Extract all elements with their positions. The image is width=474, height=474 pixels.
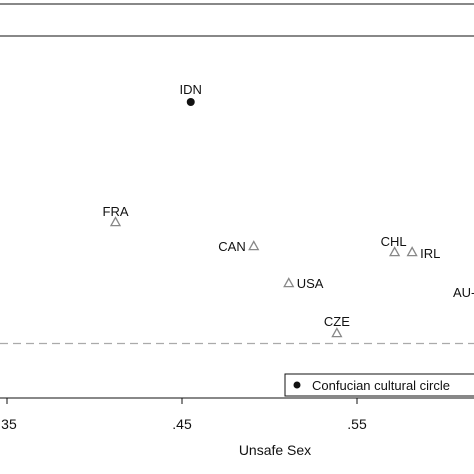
x-tick-label: .35 [0,416,17,432]
point-irl [406,246,418,257]
point-label-chl: CHL [381,234,407,249]
point-can [248,240,260,251]
point-label-irl: IRL [420,246,440,261]
point-label-idn: IDN [180,82,202,97]
point-fra [109,216,122,227]
point-label-usa: USA [297,276,324,291]
point-label-au: AU- [453,285,474,300]
x-axis-title: Unsafe Sex [239,442,311,458]
legend-box [284,373,474,397]
point-label-fra: FRA [103,204,129,219]
point-usa [283,277,295,288]
legend-marker [293,381,301,389]
point-chl [389,246,401,257]
point-label-cze: CZE [324,314,350,329]
title-strip-border [0,3,474,37]
point-label-can: CAN [218,239,245,254]
legend-label: Confucian cultural circle [312,378,450,393]
point-idn [186,98,195,106]
point-cze [331,327,343,338]
plot-border [0,35,474,399]
x-tick-label: .55 [347,416,367,432]
x-tick-label: .45 [172,416,192,432]
